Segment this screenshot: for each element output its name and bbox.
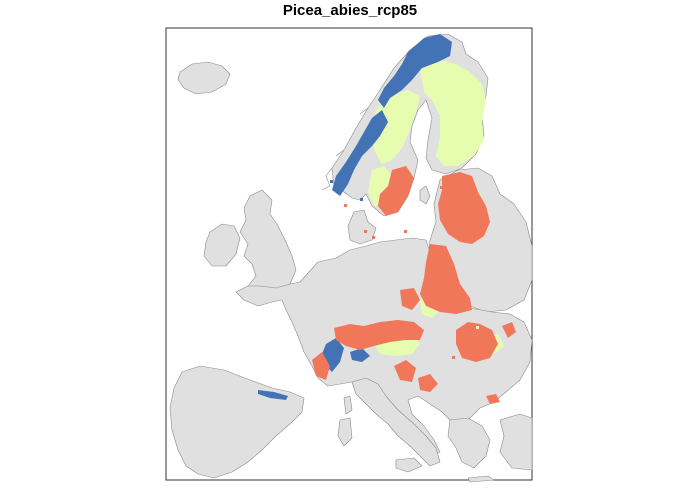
denmark-landmass: [347, 209, 377, 245]
raster-speckles: [330, 180, 479, 359]
crete-island: [467, 475, 495, 483]
ireland-landmass: [203, 223, 241, 267]
map-title: Picea_abies_rcp85: [282, 2, 418, 19]
sardinia-island: [337, 417, 353, 447]
gotland-island: [419, 185, 431, 205]
turkey-edge-landmass: [499, 413, 533, 471]
italy-landmass: [351, 377, 441, 467]
class-blue-areas: [258, 34, 452, 400]
corsica-island: [343, 395, 353, 415]
class-orange-areas: [312, 166, 516, 404]
sicily-island: [395, 457, 423, 473]
greece-landmass: [447, 417, 491, 469]
iceland-landmass: [177, 61, 231, 95]
coastline-detail: [321, 107, 369, 191]
